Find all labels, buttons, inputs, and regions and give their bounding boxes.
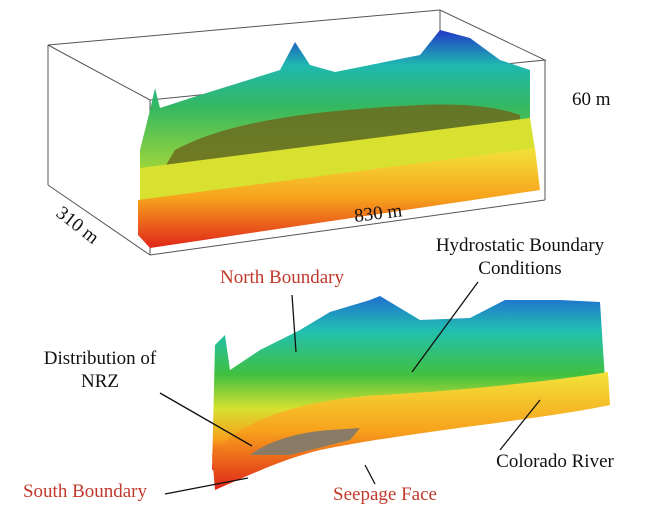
- nrz-label: NRZ: [81, 371, 119, 392]
- height-label: 60 m: [572, 89, 611, 110]
- length-label: 830 m: [353, 200, 403, 227]
- hydrostatic-label: Conditions: [478, 258, 561, 279]
- north-boundary-label: North Boundary: [220, 267, 345, 288]
- width-label: 310 m: [52, 202, 103, 248]
- seepage-face-label: Seepage Face: [333, 484, 437, 505]
- south-boundary-label: South Boundary: [23, 481, 148, 502]
- nrz-label: Distribution of: [44, 348, 157, 369]
- upper-model: [138, 30, 540, 248]
- hydrostatic-label: Hydrostatic Boundary: [436, 235, 605, 256]
- colorado-river-label: Colorado River: [496, 451, 614, 472]
- figure: 60 m 830 m 310 m North Boundary Hydrosta…: [0, 0, 647, 519]
